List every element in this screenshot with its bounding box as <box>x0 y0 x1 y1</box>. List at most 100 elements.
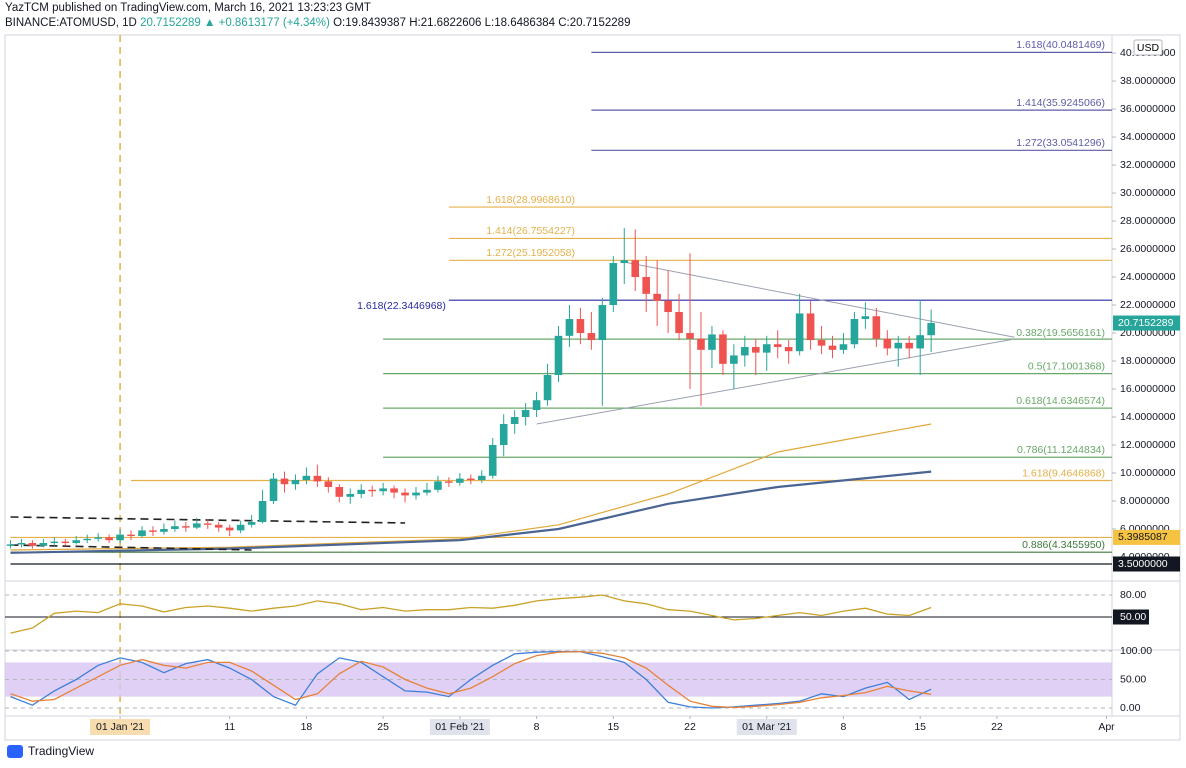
high: H:21.6822606 <box>409 17 482 29</box>
time-tick-highlight <box>429 719 490 735</box>
y-tick-label: 24.0000000 <box>1120 271 1176 283</box>
price-tag <box>1113 315 1180 331</box>
candle-body <box>302 475 311 481</box>
candle-body <box>730 355 738 364</box>
candle-body <box>532 400 541 411</box>
trend-line <box>624 261 1015 338</box>
candle-body <box>171 526 179 530</box>
y-tick-label: 8.0000000 <box>1120 495 1170 507</box>
candle-body <box>795 313 804 352</box>
x-tick-label: 8 <box>534 721 540 733</box>
candle-body <box>762 344 771 353</box>
value-tag <box>1113 609 1149 625</box>
y-tick-label: 50.00 <box>1120 673 1146 685</box>
close: C:20.7152289 <box>558 17 631 29</box>
fib-label: 0.786(11.1244834) <box>1017 444 1105 456</box>
candle-body <box>675 312 683 334</box>
open: O:19.8439387 <box>333 17 406 29</box>
candle-body <box>839 344 848 350</box>
fib-label: 1.618(40.0481469) <box>1016 39 1105 51</box>
candle-body <box>193 523 201 528</box>
y-tick-label: 10.0000000 <box>1120 467 1176 479</box>
candle-body <box>664 300 672 313</box>
candle-body <box>6 544 15 546</box>
candle-body <box>127 534 135 537</box>
candle-body <box>412 492 420 496</box>
fib-label: 1.414(26.7554227) <box>486 225 575 237</box>
y-tick-label: 36.0000000 <box>1120 103 1176 115</box>
indicator-line <box>10 650 932 709</box>
candle-body <box>269 478 278 502</box>
y-tick-label: 22.0000000 <box>1120 299 1176 311</box>
x-tick-label: 01 Feb '21 <box>435 721 484 733</box>
candle-body <box>39 543 48 546</box>
price-tag-label: 3.5000000 <box>1118 558 1168 570</box>
candle-body <box>357 489 366 495</box>
y-tick-label: 32.0000000 <box>1120 159 1176 171</box>
candle-body <box>28 543 37 546</box>
candle-body <box>456 478 464 483</box>
fib-label: 0.618(14.6346574) <box>1016 395 1105 407</box>
y-tick-label: 0.00 <box>1120 702 1141 714</box>
x-tick-label: 22 <box>684 721 696 733</box>
candle-body <box>138 530 146 537</box>
candle-body <box>17 543 26 545</box>
x-tick-label: 01 Mar '21 <box>742 721 791 733</box>
candle-body <box>554 335 563 376</box>
fib-label: 0.886(4.3455950) <box>1022 539 1105 551</box>
candle-body <box>324 481 333 488</box>
candle-body <box>817 340 826 346</box>
brand: TradingView <box>28 744 94 758</box>
candle-body <box>499 424 508 446</box>
trend-line <box>10 423 932 551</box>
candle-body <box>467 478 475 481</box>
candle-body <box>861 316 870 320</box>
y-tick-label: 28.0000000 <box>1120 215 1176 227</box>
candle-body <box>50 541 59 544</box>
fib-label: 0.5(17.1001368) <box>1028 360 1105 372</box>
candle-body <box>445 481 453 483</box>
x-tick-label: 15 <box>914 721 926 733</box>
candle-body <box>105 537 113 541</box>
y-tick-label: 16.0000000 <box>1120 383 1176 395</box>
candle-body <box>708 334 716 350</box>
logo-icon <box>7 745 23 758</box>
fib-label: 1.414(35.9245066) <box>1016 97 1105 109</box>
candle-body <box>203 523 212 525</box>
time-tick-highlight <box>90 719 151 735</box>
fib-label: 1.618(9.4646868) <box>1022 467 1105 479</box>
candle-body <box>477 475 486 481</box>
candle-body <box>291 480 300 485</box>
candle-body <box>434 481 442 490</box>
candle-body <box>521 410 530 418</box>
candle-body <box>828 345 837 350</box>
currency-box[interactable] <box>1133 39 1163 56</box>
candle-body <box>620 260 629 264</box>
change: ▲ +0.8613177 (+4.34%) <box>204 17 330 29</box>
x-tick-label: 25 <box>377 721 389 733</box>
candle-body <box>313 475 322 482</box>
price-tag-label: 20.7152289 <box>1118 317 1174 329</box>
trend-line <box>536 338 1015 425</box>
candle-body <box>247 522 256 525</box>
candle-body <box>894 342 903 349</box>
candle-body <box>598 305 607 341</box>
fib-label: 1.618(28.9968610) <box>486 194 575 206</box>
trend-line <box>10 470 932 554</box>
candle-body <box>565 319 574 336</box>
candle-body <box>751 347 760 353</box>
fib-label: 1.272(33.0541296) <box>1016 137 1105 149</box>
candle-body <box>806 313 815 341</box>
y-tick-label: 38.0000000 <box>1120 75 1176 87</box>
candle-body <box>214 524 223 528</box>
candle-body <box>872 316 881 339</box>
x-tick-label: 15 <box>607 721 619 733</box>
candle-body <box>423 489 431 493</box>
candle-body <box>488 445 497 476</box>
candle-body <box>642 277 650 294</box>
candle-body <box>182 526 190 528</box>
indicator-line <box>10 650 932 709</box>
candle-body <box>83 538 92 541</box>
candle-body <box>927 323 935 336</box>
